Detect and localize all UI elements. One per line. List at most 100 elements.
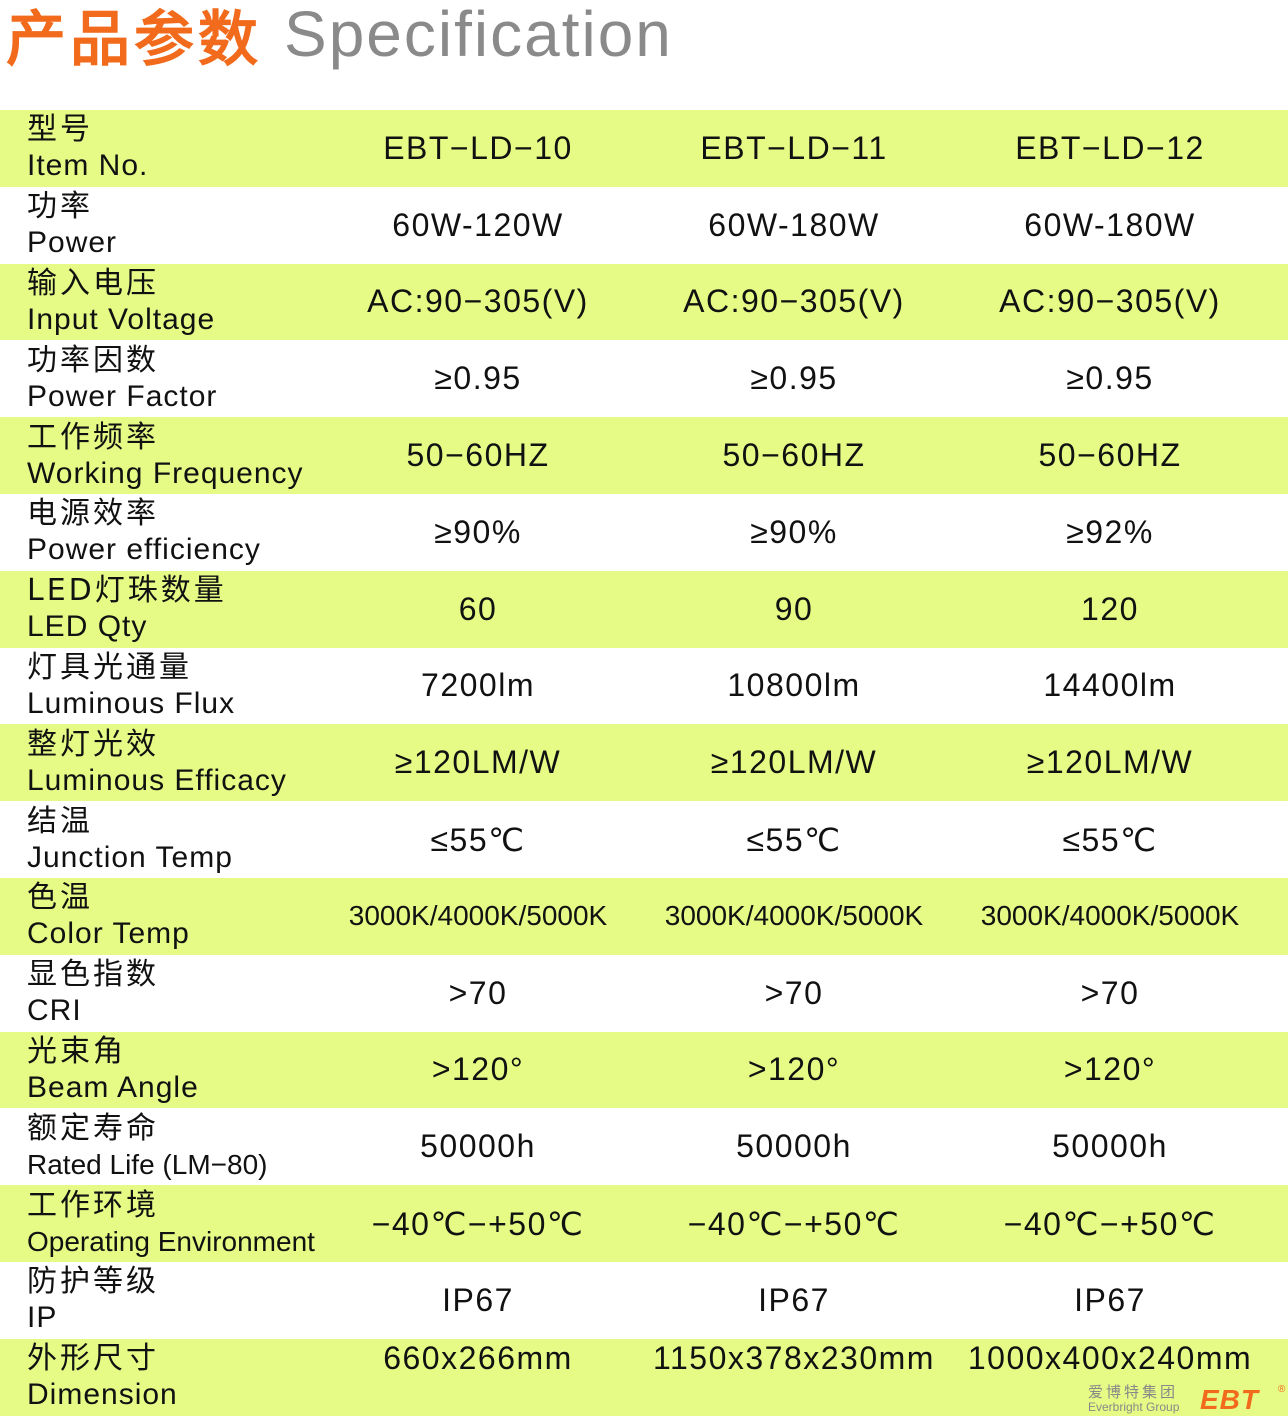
row-label-chinese: 工作环境 (27, 1187, 159, 1223)
row-label: 整灯光效 Luminous Efficacy (0, 727, 320, 799)
table-row: 输入电压 Input Voltage AC:90−305(V) AC:90−305(V… (0, 263, 1288, 341)
row-label-english: Beam Angle (27, 1070, 199, 1104)
row-label-chinese: 输入电压 (27, 265, 159, 301)
row-label: 输入电压 Input Voltage (0, 266, 320, 338)
row-label-english: CRI (27, 994, 82, 1028)
row-label-chinese: 色温 (27, 880, 93, 916)
row-label: 工作频率 Working Frequency (0, 420, 320, 492)
row-label: 功率 Power (0, 189, 320, 261)
spec-value: ≥90% (750, 513, 838, 550)
row-label-english: Rated Life (LM−80) (27, 1148, 268, 1180)
row-label-english: Item No. (27, 149, 149, 183)
row-label-english: Power efficiency (27, 533, 261, 567)
row-label-english: IP (27, 1301, 58, 1335)
spec-value: 60 (458, 590, 498, 627)
spec-value: >120° (1063, 1051, 1157, 1088)
spec-value: EBT−LD−12 (1015, 129, 1205, 166)
row-label: 工作环境 Operating Environment (0, 1188, 320, 1260)
row-label: 功率因数 Power Factor (0, 343, 320, 415)
spec-value: −40℃−+50℃ (371, 1205, 585, 1242)
row-label: 外形尺寸 Dimension (0, 1341, 320, 1413)
row-label: 额定寿命 Rated Life (LM−80) (0, 1111, 320, 1183)
row-label-chinese: 型号 (27, 112, 93, 148)
table-row: 防护等级 IP IP67 IP67 IP67 (0, 1262, 1288, 1339)
row-label: 型号 Item No. (0, 112, 320, 184)
spec-value: AC:90−305(V) (999, 283, 1221, 320)
spec-value: ≤55℃ (746, 821, 842, 858)
spec-value: ≥120LM/W (394, 744, 562, 781)
spec-value: −40℃−+50℃ (687, 1205, 901, 1242)
spec-value: >120° (747, 1051, 841, 1088)
spec-value: >70 (1080, 974, 1140, 1011)
spec-value: IP67 (442, 1281, 514, 1318)
table-row: 整灯光效 Luminous Efficacy ≥120LM/W ≥120LM/W ≥12… (0, 724, 1288, 802)
table-row: 灯具光通量 Luminous Flux 7200lm 10800lm 14400lm (0, 648, 1288, 725)
spec-value: 1150x378x230mm (653, 1339, 935, 1376)
row-label-chinese: LED灯珠数量 (27, 573, 227, 609)
row-label-english: Operating Environment (27, 1225, 315, 1257)
row-label-chinese: 整灯光效 (27, 726, 159, 762)
spec-value: 7200lm (421, 667, 535, 704)
spec-value: 50−60HZ (406, 437, 550, 474)
spec-value: ≥90% (434, 513, 522, 550)
table-row: 色温 Color Temp 3000K/4000K/5000K 3000K/4000K… (0, 877, 1288, 955)
row-label-english: Color Temp (27, 917, 190, 951)
row-label-english: Luminous Flux (27, 686, 236, 720)
spec-value: 14400lm (1043, 667, 1177, 704)
spec-value: IP67 (758, 1281, 830, 1318)
specification-table: 型号 Item No. EBT−LD−10 EBT−LD−11 EBT−LD−12 功率 P… (0, 110, 1288, 1416)
spec-value: ≥0.95 (750, 360, 838, 397)
row-label: 显色指数 CRI (0, 957, 320, 1029)
row-label-english: Junction Temp (27, 840, 233, 874)
spec-value: 50−60HZ (722, 437, 866, 474)
spec-value: 10800lm (727, 667, 861, 704)
spec-value: 90 (774, 590, 814, 627)
spec-value: ≥0.95 (434, 360, 522, 397)
row-label: 结温 Junction Temp (0, 804, 320, 876)
spec-value: 60W-180W (708, 206, 880, 243)
spec-value: 3000K/4000K/5000K (348, 900, 608, 932)
row-label: 色温 Color Temp (0, 880, 320, 952)
table-row: 显色指数 CRI >70 >70 >70 (0, 955, 1288, 1032)
spec-value: 60W-120W (392, 206, 564, 243)
row-label-chinese: 工作频率 (27, 419, 159, 455)
spec-value: ≥92% (1066, 513, 1154, 550)
spec-value: IP67 (1074, 1281, 1146, 1318)
spec-value: 660x266mm (383, 1339, 573, 1376)
table-row: 额定寿命 Rated Life (LM−80) 50000h 50000h 50000h (0, 1108, 1288, 1185)
row-label: LED灯珠数量 LED Qty (0, 573, 320, 645)
logo-mark: EBT (1200, 1384, 1259, 1415)
row-label-chinese: 功率 (27, 189, 93, 225)
table-row: 型号 Item No. EBT−LD−10 EBT−LD−11 EBT−LD−12 (0, 110, 1288, 187)
table-row: 结温 Junction Temp ≤55℃ ≤55℃ ≤55℃ (0, 801, 1288, 878)
title-chinese: 产品参数 (6, 4, 262, 75)
registered-mark: ® (1278, 1384, 1286, 1395)
spec-value: >120° (431, 1051, 525, 1088)
row-label-chinese: 光束角 (27, 1033, 126, 1069)
row-label: 电源效率 Power efficiency (0, 496, 320, 568)
table-row: 功率因数 Power Factor ≥0.95 ≥0.95 ≥0.95 (0, 340, 1288, 417)
spec-value: AC:90−305(V) (683, 283, 905, 320)
spec-value: 3000K/4000K/5000K (664, 900, 924, 932)
spec-value: AC:90−305(V) (367, 283, 589, 320)
spec-value: 60W-180W (1024, 206, 1196, 243)
table-row: 工作环境 Operating Environment −40℃−+50℃ −40℃−+… (0, 1185, 1288, 1262)
row-label-english: Dimension (27, 1378, 178, 1412)
row-label-english: Luminous Efficacy (27, 763, 287, 797)
spec-value: EBT−LD−10 (383, 129, 573, 166)
spec-value: ≤55℃ (1062, 821, 1158, 858)
row-label-english: LED Qty (27, 610, 148, 644)
row-label-english: Power Factor (27, 379, 218, 413)
spec-value: −40℃−+50℃ (1003, 1205, 1217, 1242)
row-label-english: Working Frequency (27, 456, 304, 490)
spec-value: >70 (764, 974, 824, 1011)
spec-value: ≤55℃ (430, 821, 526, 858)
table-row: 光束角 Beam Angle >120° >120° >120° (0, 1031, 1288, 1109)
spec-value: 50000h (420, 1128, 536, 1165)
title-english: Specification (284, 0, 673, 70)
row-label-chinese: 结温 (27, 803, 93, 839)
spec-value: ≥120LM/W (710, 744, 878, 781)
spec-value: 50−60HZ (1038, 437, 1182, 474)
spec-value: 120 (1081, 590, 1139, 627)
row-label: 灯具光通量 Luminous Flux (0, 650, 320, 722)
